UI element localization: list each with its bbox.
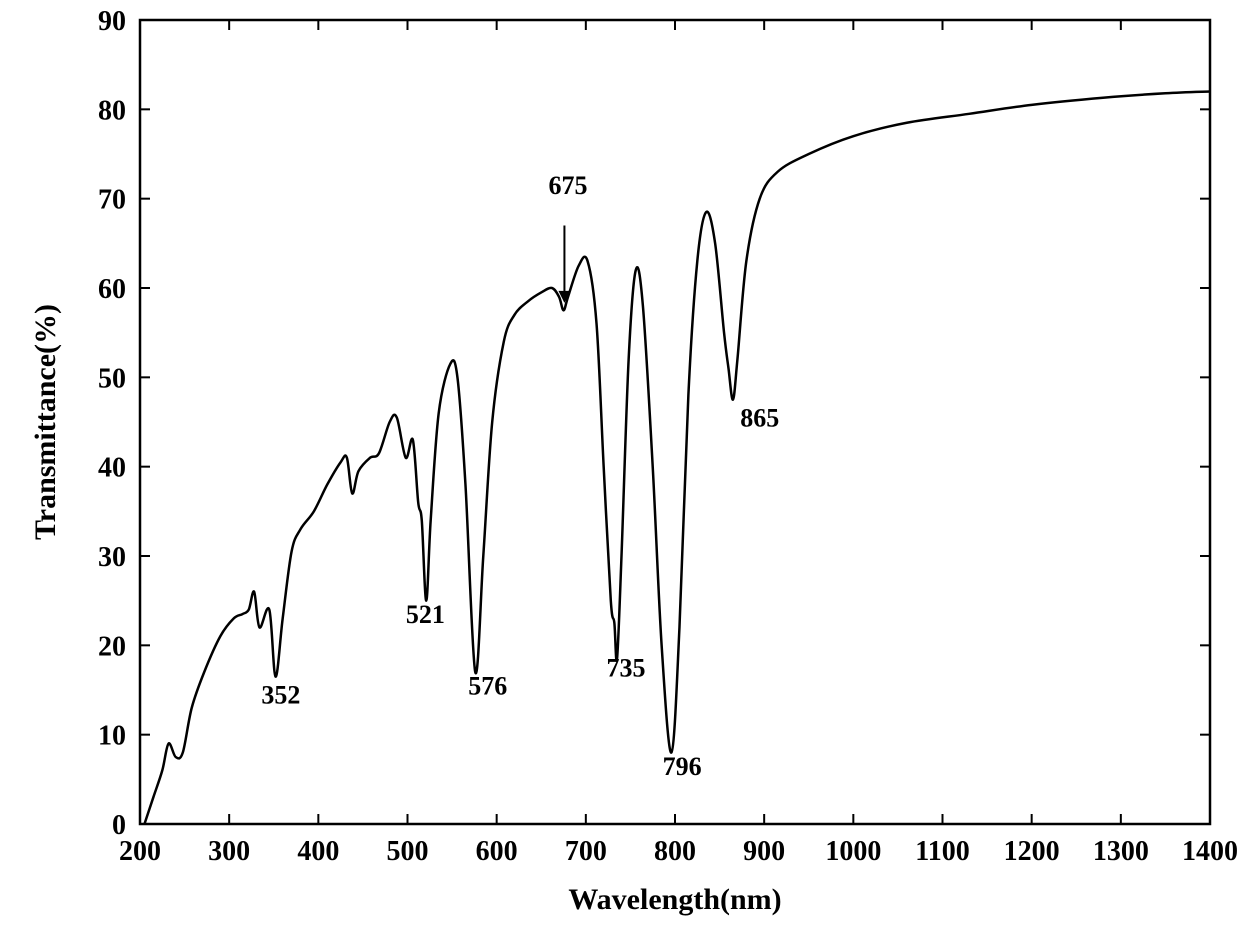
- peak-label: 796: [663, 752, 702, 781]
- y-tick-label: 80: [98, 95, 126, 126]
- x-tick-label: 1300: [1093, 836, 1149, 867]
- y-tick-label: 40: [98, 453, 126, 484]
- x-tick-label: 600: [476, 836, 518, 867]
- x-tick-label: 700: [565, 836, 607, 867]
- x-tick-label: 500: [387, 836, 429, 867]
- x-tick-label: 900: [743, 836, 785, 867]
- peak-label: 576: [468, 671, 507, 700]
- x-tick-label: 800: [654, 836, 696, 867]
- y-tick-label: 90: [98, 6, 126, 37]
- peak-label: 675: [549, 171, 588, 200]
- x-tick-label: 1100: [915, 836, 969, 867]
- x-tick-label: 1200: [1004, 836, 1060, 867]
- y-axis-label: Transmittance(%): [29, 304, 62, 540]
- y-tick-label: 60: [98, 274, 126, 305]
- y-tick-label: 70: [98, 185, 126, 216]
- y-tick-label: 30: [98, 542, 126, 573]
- y-tick-label: 20: [98, 631, 126, 662]
- x-tick-label: 1400: [1182, 836, 1238, 867]
- peak-label: 352: [261, 680, 300, 709]
- plot-background: [0, 0, 1240, 934]
- spectrum-chart: 2003004005006007008009001000110012001300…: [0, 0, 1240, 934]
- x-axis-label: Wavelength(nm): [568, 883, 781, 916]
- x-tick-label: 1000: [825, 836, 881, 867]
- y-tick-label: 50: [98, 363, 126, 394]
- x-tick-label: 300: [208, 836, 250, 867]
- x-tick-label: 400: [297, 836, 339, 867]
- y-tick-label: 0: [112, 810, 126, 841]
- y-tick-label: 10: [98, 721, 126, 752]
- peak-label: 865: [740, 403, 779, 432]
- peak-label: 521: [406, 600, 445, 629]
- peak-label: 735: [606, 654, 645, 683]
- chart-svg: 2003004005006007008009001000110012001300…: [0, 0, 1240, 934]
